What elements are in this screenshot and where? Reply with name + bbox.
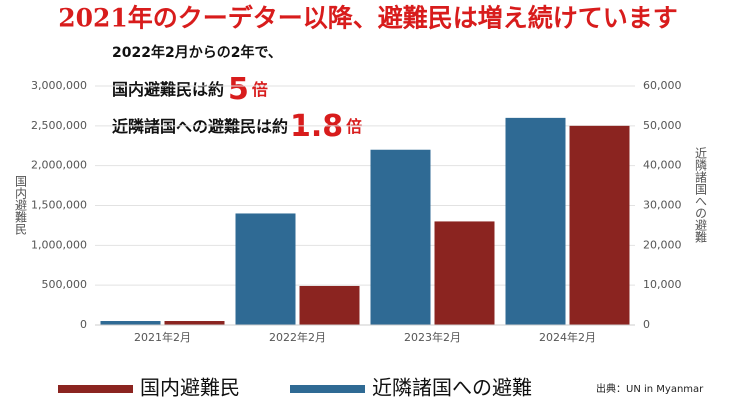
y-tick-label: 0 (80, 318, 87, 331)
x-tick-label: 2022年2月 (269, 330, 326, 344)
bar (100, 321, 161, 325)
bar (569, 125, 630, 325)
bar (505, 117, 566, 325)
y2-tick-label: 50,000 (643, 119, 682, 132)
y2-tick-label: 20,000 (643, 238, 682, 251)
y-tick-label: 3,000,000 (31, 79, 87, 92)
annotation-intro: 2022年2月からの2年で、 (112, 44, 282, 61)
bar (434, 221, 495, 325)
annotation-line: 国内避難民は約 5 倍 (112, 72, 268, 107)
annotation-text: 国内避難民は約 (112, 80, 224, 99)
y2-axis-label: 近隣諸国への避難 (694, 147, 708, 243)
y2-tick-label: 10,000 (643, 278, 682, 291)
legend-swatch (290, 385, 365, 393)
bar (235, 213, 296, 325)
source: 出典：UN in Myanmar (596, 382, 704, 395)
legend-swatch (58, 385, 133, 393)
y-tick-label: 1,500,000 (31, 199, 87, 212)
y2-tick-label: 30,000 (643, 199, 682, 212)
legend-label: 国内避難民 (140, 376, 240, 400)
x-tick-label: 2024年2月 (539, 330, 596, 344)
y-tick-label: 2,000,000 (31, 159, 87, 172)
legend-label: 近隣諸国への避難 (372, 376, 532, 400)
chart-title: 2021年のクーデター以降、避難民は増え続けています (58, 4, 678, 33)
y-axis-label: 国内避難民 (14, 175, 28, 236)
bar (299, 285, 360, 325)
annotation-unit: 倍 (252, 80, 268, 99)
bar (370, 149, 431, 325)
y-tick-label: 1,000,000 (31, 238, 87, 251)
y2-tick-label: 40,000 (643, 159, 682, 172)
x-tick-label: 2021年2月 (134, 330, 191, 344)
y2-tick-label: 0 (643, 318, 650, 331)
bar (164, 321, 225, 325)
x-tick-label: 2023年2月 (404, 330, 461, 344)
annotation-number: 5 (228, 72, 249, 107)
y-tick-label: 500,000 (42, 278, 88, 291)
y-tick-label: 2,500,000 (31, 119, 87, 132)
y2-tick-label: 60,000 (643, 79, 682, 92)
